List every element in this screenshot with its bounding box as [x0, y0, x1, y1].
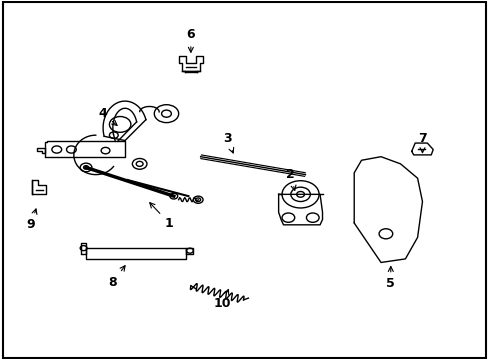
Text: 9: 9 [26, 209, 37, 231]
Text: 1: 1 [149, 203, 173, 230]
Text: 2: 2 [286, 168, 295, 190]
Text: 8: 8 [108, 266, 125, 289]
Text: 3: 3 [223, 132, 233, 153]
Text: 4: 4 [99, 107, 117, 125]
Text: 7: 7 [417, 132, 426, 153]
Text: 10: 10 [213, 289, 231, 310]
Text: 6: 6 [186, 28, 195, 52]
Text: 5: 5 [386, 266, 394, 291]
